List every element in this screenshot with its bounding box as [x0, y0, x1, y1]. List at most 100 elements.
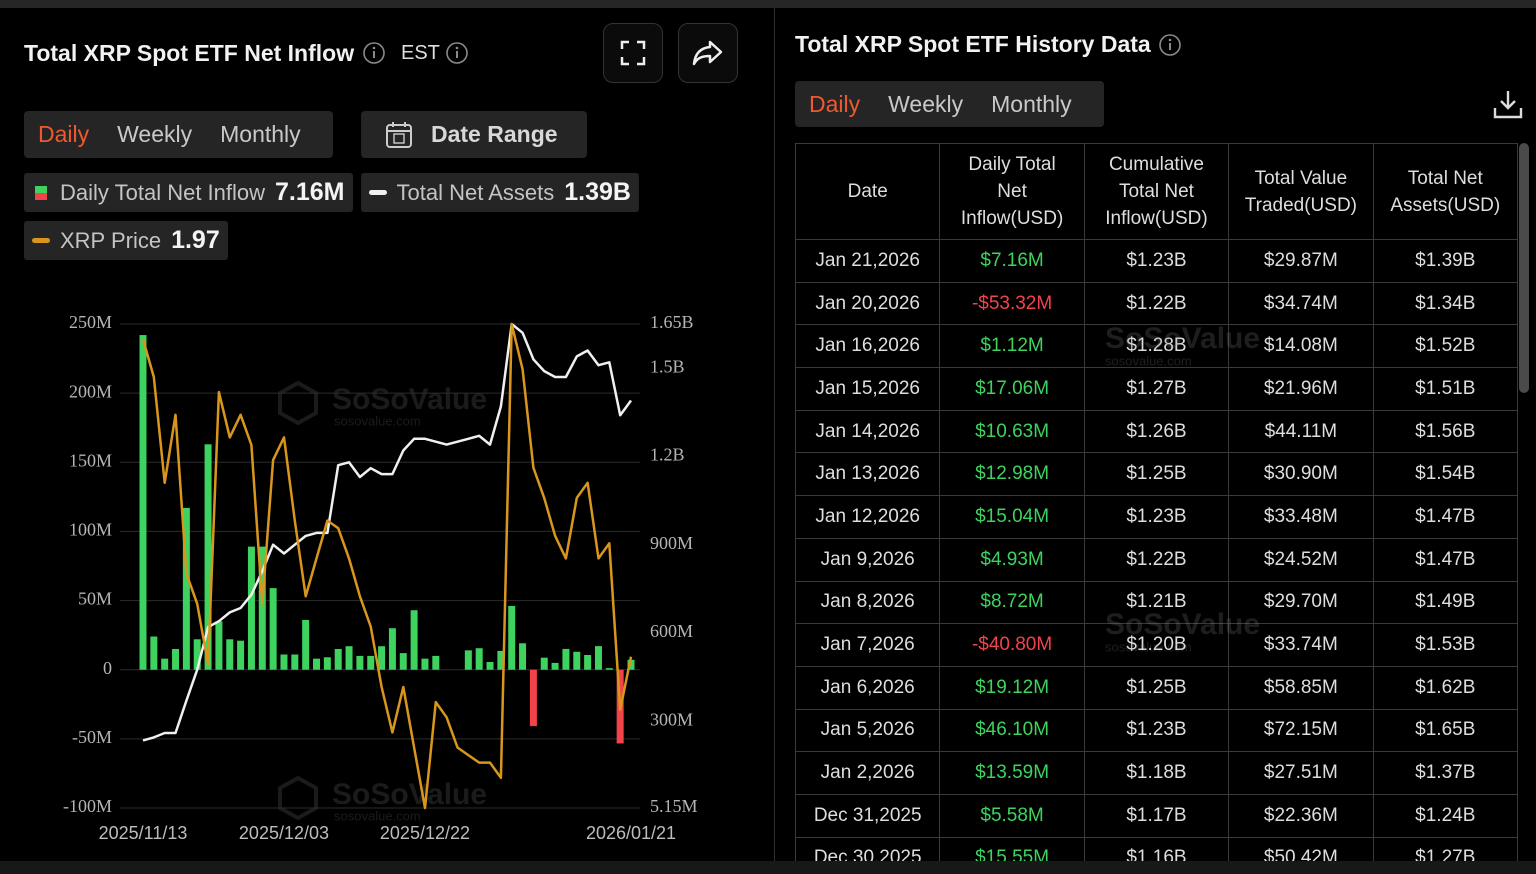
legend-item[interactable]: Daily Total Net Inflow 7.16M — [24, 173, 353, 212]
history-table-wrap: Date Daily Total Net Inflow(USD) Cumulativ… — [795, 143, 1518, 861]
bar — [519, 643, 527, 670]
table-cell: $1.34B — [1372, 281, 1518, 326]
table-cell: $50.42M — [1228, 836, 1374, 861]
download-button[interactable] — [1492, 88, 1524, 120]
tab[interactable]: Weekly — [888, 90, 964, 117]
bar — [529, 669, 537, 727]
table-row: Jan 5,2026 $46.10M $1.23B $72.15M $1.65B — [795, 708, 1518, 753]
tab[interactable]: Monthly — [220, 121, 301, 147]
column-header: Total Value Traded(USD) — [1228, 143, 1374, 240]
table-cell: $15.55M — [939, 836, 1085, 861]
table-cell: Jan 16,2026 — [795, 324, 941, 369]
fullscreen-button[interactable] — [603, 23, 663, 83]
tab[interactable]: Daily — [38, 121, 90, 147]
bar — [215, 621, 223, 670]
info-icon[interactable] — [445, 41, 469, 65]
table-row: Jan 16,2026 $1.12M $1.28B $14.08M $1.52B — [795, 324, 1518, 369]
legend-value: 1.97 — [171, 226, 220, 254]
table-row: Jan 20,2026 -$53.32M $1.22B $34.74M $1.34B — [795, 281, 1518, 326]
table-row: Dec 30,2025 $15.55M $1.16B $50.42M $1.27B — [795, 836, 1518, 861]
table-cell: $46.10M — [939, 708, 1085, 753]
history-table: Date Daily Total Net Inflow(USD) Cumulativ… — [795, 143, 1518, 861]
tab[interactable]: Weekly — [117, 121, 193, 147]
bar — [150, 636, 158, 670]
table-cell: Jan 8,2026 — [795, 580, 941, 625]
bar — [204, 444, 212, 670]
table-cell: $58.85M — [1228, 665, 1374, 710]
table-cell: $1.26B — [1083, 409, 1230, 454]
table-cell: $1.12M — [939, 324, 1085, 369]
legend-swatch — [368, 189, 387, 195]
bar — [399, 653, 407, 670]
panel-title: Total XRP Spot ETF Net Inflow — [24, 40, 355, 66]
bar — [388, 628, 396, 670]
y2-tick-label: 600M — [650, 621, 693, 641]
table-cell: $14.08M — [1228, 324, 1374, 369]
scrollbar[interactable] — [1519, 143, 1529, 393]
table-row: Jan 12,2026 $15.04M $1.23B $33.48M $1.47B — [795, 495, 1518, 539]
table-row: Jan 13,2026 $12.98M $1.25B $30.90M $1.54B — [795, 452, 1518, 497]
table-cell: $1.49B — [1372, 580, 1518, 625]
table-row: Jan 6,2026 $19.12M $1.25B $58.85M $1.62B — [795, 665, 1518, 710]
table-cell: $1.51B — [1372, 367, 1518, 411]
bar — [562, 648, 570, 670]
bar — [573, 651, 581, 670]
table-cell: Jan 7,2026 — [795, 623, 941, 667]
table-cell: $1.20B — [1083, 623, 1230, 667]
table-cell: $13.59M — [939, 751, 1085, 795]
bar — [475, 648, 483, 670]
table-cell: $27.51M — [1228, 751, 1374, 795]
watermark-brand: SoSoValue — [1105, 322, 1260, 355]
table-row: Jan 14,2026 $10.63M $1.26B $44.11M $1.56B — [795, 409, 1518, 454]
date-range-button[interactable]: Date Range — [361, 111, 587, 158]
watermark-brand: SoSoValue — [332, 383, 487, 416]
tab[interactable]: Monthly — [991, 90, 1072, 117]
info-icon[interactable] — [1158, 33, 1182, 57]
table-row: Jan 9,2026 $4.93M $1.22B $24.52M $1.47B — [795, 537, 1518, 582]
table-cell: $24.52M — [1228, 537, 1374, 582]
bar — [540, 657, 548, 670]
bar — [497, 650, 505, 670]
table-cell: $1.37B — [1372, 751, 1518, 795]
table-cell: $1.65B — [1372, 708, 1518, 753]
table-cell: Dec 31,2025 — [795, 793, 941, 838]
table-cell: Jan 14,2026 — [795, 409, 941, 454]
line-series — [141, 322, 633, 810]
y-tick-label: 50M — [78, 589, 112, 609]
y-tick-label: -100M — [63, 796, 112, 816]
share-button[interactable] — [678, 23, 738, 83]
table-cell: Jan 20,2026 — [795, 281, 941, 326]
table-cell: $1.56B — [1372, 409, 1518, 454]
table-cell: $15.04M — [939, 495, 1085, 539]
column-header: Date — [795, 143, 941, 240]
legend-item[interactable]: Total Net Assets 1.39B — [360, 173, 639, 212]
legend: Daily Total Net Inflow 7.16M Total Net Ass… — [24, 173, 724, 260]
table-cell: $17.06M — [939, 367, 1085, 411]
bar — [161, 658, 169, 670]
bar — [551, 662, 559, 670]
legend-item[interactable]: XRP Price 1.97 — [24, 221, 228, 260]
table-cell: $1.25B — [1083, 665, 1230, 710]
line-series — [142, 322, 633, 742]
table-cell: $1.22B — [1083, 281, 1230, 326]
info-icon[interactable] — [362, 41, 386, 65]
legend-icon — [35, 185, 47, 200]
bar — [269, 588, 277, 670]
table-cell: $1.27B — [1372, 836, 1518, 861]
tab[interactable]: Daily — [809, 90, 861, 117]
bar — [605, 668, 613, 670]
legend-icon — [32, 237, 50, 243]
table-cell: Jan 9,2026 — [795, 537, 941, 582]
divider — [774, 8, 775, 861]
x-tick-label: 2025/12/22 — [380, 823, 470, 843]
y-tick-label: 150M — [69, 450, 112, 470]
table-cell: Jan 21,2026 — [795, 239, 941, 283]
bar — [432, 655, 440, 670]
table-row: Jan 7,2026 -$40.80M $1.20B $33.74M $1.53B — [795, 623, 1518, 667]
legend-label: Total Net Assets — [396, 179, 555, 205]
table-cell: $19.12M — [939, 665, 1085, 710]
table-cell: $1.54B — [1372, 452, 1518, 497]
top-bar — [0, 0, 1536, 8]
bar — [421, 658, 429, 670]
y-tick-label: 200M — [69, 381, 112, 401]
